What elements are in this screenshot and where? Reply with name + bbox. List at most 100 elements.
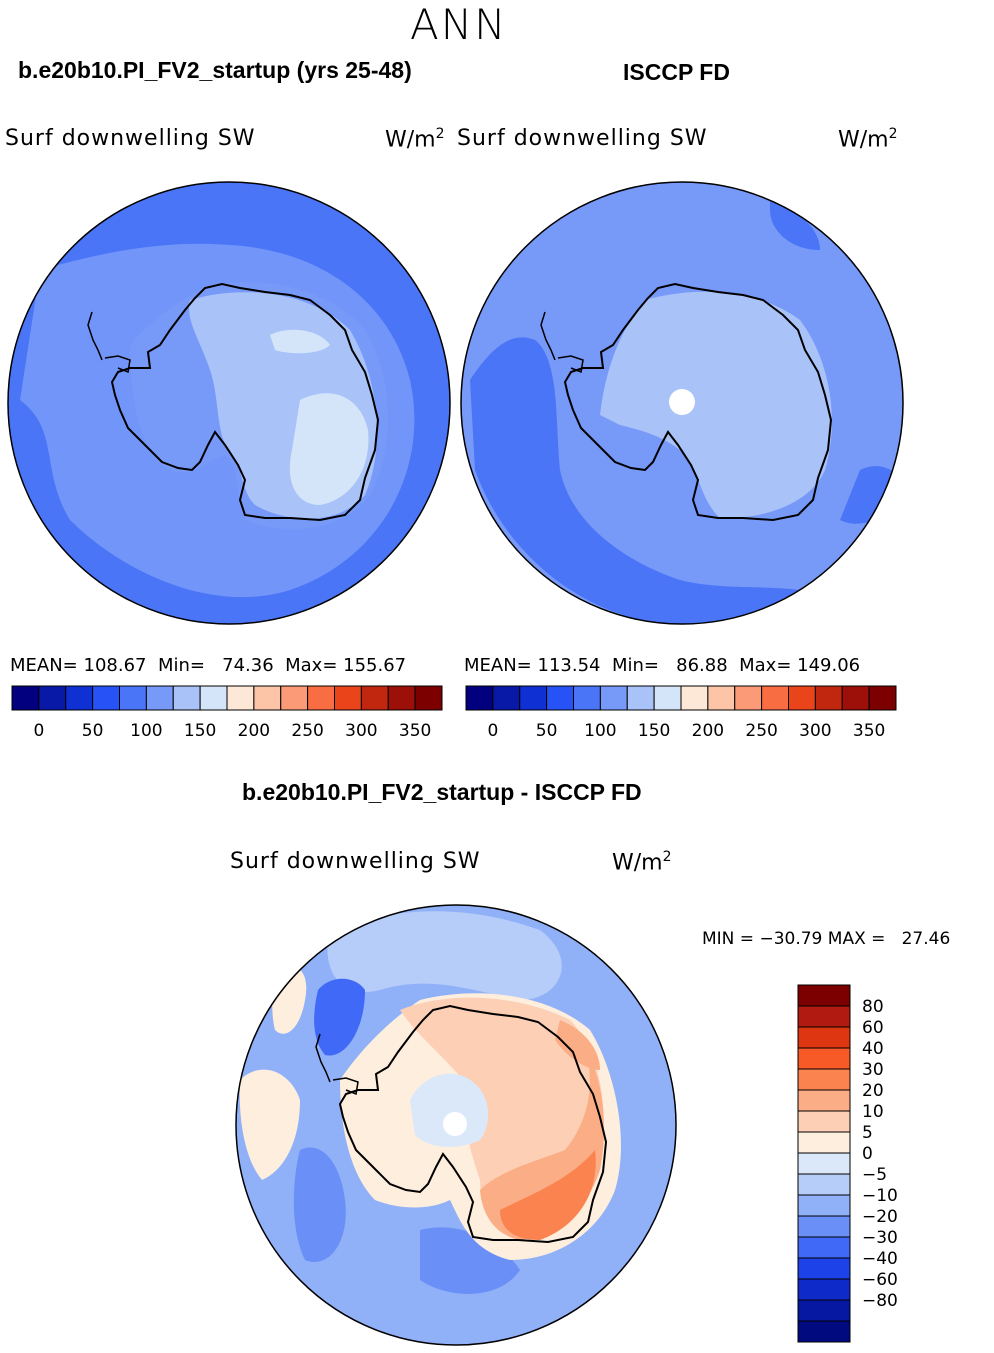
panel1-ice-light bbox=[289, 393, 369, 505]
panel2-colorbar-tick-label: 300 bbox=[799, 721, 831, 741]
diff-colorbar-swatch bbox=[797, 1236, 851, 1259]
panel2-dark-ne bbox=[770, 200, 820, 250]
diff-colorbar-tick-label: 80 bbox=[862, 997, 884, 1017]
diff-colorbar-tick-label: 20 bbox=[862, 1081, 884, 1101]
diff-colorbar-tick-label: 10 bbox=[862, 1102, 884, 1122]
panel2-colorbar-swatch bbox=[707, 685, 736, 711]
diff-colorbar-swatch bbox=[797, 1152, 851, 1175]
diff-neg-s bbox=[420, 1227, 520, 1294]
panel1-colorbar-swatch bbox=[172, 685, 201, 711]
panel1-units: W/m2 bbox=[385, 126, 445, 153]
diff-map bbox=[236, 905, 676, 1345]
diff-colorbar-swatch bbox=[797, 1026, 851, 1049]
diff-neg-strong-nw bbox=[314, 978, 365, 1056]
diff-colorbar-swatch bbox=[797, 1257, 851, 1280]
panel1-colorbar-swatch bbox=[360, 685, 389, 711]
panel2-ice bbox=[600, 291, 832, 519]
diff-colorbar-swatch bbox=[797, 1299, 851, 1322]
panel1-colorbar: 0 50 100 150 200 250 300 350 bbox=[11, 685, 443, 741]
diff-colorbar-tick-label: 30 bbox=[862, 1060, 884, 1080]
panel1-colorbar-tick-label: 200 bbox=[238, 721, 270, 741]
panel2-colorbar-swatch bbox=[492, 685, 521, 711]
panel1-colorbar-swatch bbox=[145, 685, 174, 711]
diff-border bbox=[235, 904, 677, 1346]
diff-colorbar-swatch bbox=[797, 1173, 851, 1196]
diff-variable-label: Surf downwelling SW bbox=[230, 849, 481, 874]
panel2-colorbar-tick-label: 250 bbox=[745, 721, 777, 741]
panel1-colorbar-swatch bbox=[280, 685, 309, 711]
diff-pos-w bbox=[239, 1069, 300, 1180]
panel1-colorbar-swatch bbox=[38, 685, 67, 711]
panel2-colorbar-tick-label: 350 bbox=[853, 721, 885, 741]
panel1-colorbar-swatch bbox=[387, 685, 416, 711]
panel1-colorbar-tick-label: 150 bbox=[184, 721, 216, 741]
diff-antarctic-top bbox=[500, 1150, 596, 1240]
diff-colorbar-tick-label: 60 bbox=[862, 1018, 884, 1038]
panel1-colorbar-tick-label: 300 bbox=[345, 721, 377, 741]
panel1-colorbar-swatch bbox=[199, 685, 228, 711]
diff-colorbar-tick-label: 40 bbox=[862, 1039, 884, 1059]
season-title: ANN bbox=[410, 0, 508, 49]
panel1-colorbar-tick-label: 250 bbox=[291, 721, 323, 741]
diff-stats: MIN = −30.79 MAX = 27.46 bbox=[702, 929, 951, 949]
panel1-border bbox=[7, 181, 451, 625]
diff-colorbar-tick-label: −40 bbox=[862, 1249, 898, 1269]
diff-colorbar-swatch bbox=[797, 1194, 851, 1217]
panel2-coast bbox=[563, 282, 833, 522]
panel2-colorbar-tick-label: 50 bbox=[536, 721, 558, 741]
panel2-variable-label: Surf downwelling SW bbox=[457, 126, 708, 151]
panel2-map bbox=[461, 182, 903, 624]
diff-colorbar-swatch bbox=[797, 1131, 851, 1154]
panel2-dark-west bbox=[470, 337, 800, 624]
panel2-colorbar-swatch bbox=[841, 685, 870, 711]
panel1-case-title: b.e20b10.PI_FV2_startup (yrs 25-48) bbox=[18, 57, 412, 83]
panel2-colorbar-swatch bbox=[761, 685, 789, 711]
panel1-colorbar-tick-label: 50 bbox=[82, 721, 104, 741]
panel1-colorbar-swatch bbox=[334, 685, 362, 711]
diff-colorbar-tick-label: −20 bbox=[862, 1207, 898, 1227]
panel2-colorbar-swatch bbox=[734, 685, 763, 711]
diff-colorbar-swatch bbox=[797, 1047, 851, 1070]
panel2-case-title: ISCCP FD bbox=[623, 59, 730, 85]
panel1-colorbar-swatch bbox=[65, 685, 94, 711]
panel2-border bbox=[460, 181, 904, 625]
panel1-colorbar-tick-label: 0 bbox=[33, 721, 44, 741]
panel2-colorbar-swatch bbox=[814, 685, 843, 711]
diff-colorbar-swatch bbox=[797, 1089, 851, 1112]
diff-colorbar-tick-label: 0 bbox=[862, 1144, 873, 1164]
panel2-stats: MEAN= 113.54 Min= 86.88 Max= 149.06 bbox=[464, 655, 861, 676]
panel2-colorbar-swatch bbox=[868, 685, 897, 711]
panel1-colorbar-swatch bbox=[119, 685, 147, 711]
panel1-stats: MEAN= 108.67 Min= 74.36 Max= 155.67 bbox=[10, 655, 407, 676]
panel2-colorbar-tick-label: 100 bbox=[584, 721, 616, 741]
diff-title: b.e20b10.PI_FV2_startup - ISCCP FD bbox=[242, 779, 642, 805]
panel2-colorbar-swatch bbox=[599, 685, 628, 711]
diff-missing-pole bbox=[443, 1112, 467, 1136]
panel1-colorbar-swatch bbox=[11, 685, 40, 711]
panel2-colorbar-swatch bbox=[680, 685, 709, 711]
diff-colorbar-swatch bbox=[797, 1320, 851, 1343]
panel1-colorbar-swatch bbox=[414, 685, 443, 711]
panel2-colorbar-swatch bbox=[573, 685, 601, 711]
panel2-missing-pole bbox=[669, 389, 695, 415]
diff-neg-ring bbox=[293, 1147, 346, 1262]
panel1-colorbar-swatch bbox=[307, 685, 335, 711]
panel1-colorbar-swatch bbox=[92, 685, 120, 711]
panel1-coast bbox=[110, 282, 380, 522]
diff-colorbar-swatch bbox=[797, 1068, 851, 1091]
panel1-colorbar-tick-label: 350 bbox=[399, 721, 431, 741]
panel2-colorbar-tick-label: 200 bbox=[692, 721, 724, 741]
diff-neg-light-n bbox=[327, 911, 562, 1000]
panel2-colorbar-tick-label: 150 bbox=[638, 721, 670, 741]
diff-colorbar-swatch bbox=[797, 1005, 851, 1028]
panel2-colorbar-swatch bbox=[546, 685, 574, 711]
panel1-ice-light-2 bbox=[270, 329, 330, 354]
diff-colorbar-tick-label: −30 bbox=[862, 1228, 898, 1248]
panel2-colorbar-swatch bbox=[626, 685, 655, 711]
panel2-units: W/m2 bbox=[838, 126, 898, 153]
diff-colorbar-tick-label: −5 bbox=[862, 1165, 887, 1185]
diff-pole-region bbox=[410, 1073, 489, 1147]
diff-colorbar-tick-label: −80 bbox=[862, 1291, 898, 1311]
